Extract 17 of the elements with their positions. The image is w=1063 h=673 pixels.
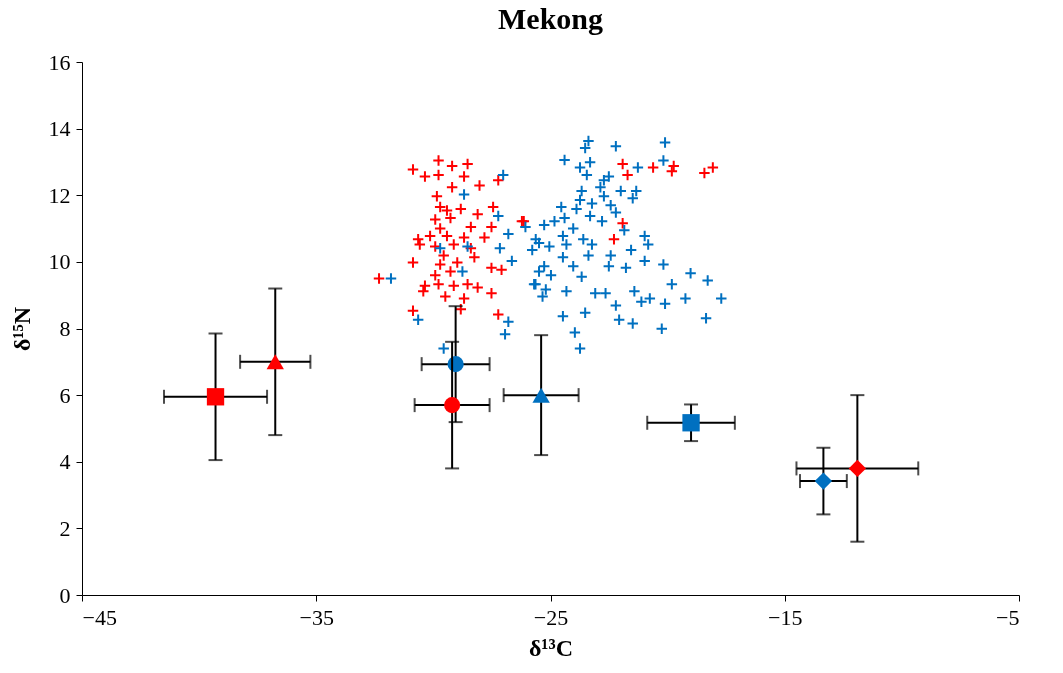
x-tick-label: −15	[768, 604, 803, 630]
y-tick-label: 14	[48, 116, 71, 142]
x-tick-label: −35	[299, 604, 334, 630]
y-tick-label: 8	[59, 316, 71, 341]
y-tick-label: 2	[59, 515, 71, 541]
y-tick-label: 10	[48, 249, 71, 275]
y-tick-label: 0	[59, 582, 71, 608]
y-tick-label: 6	[59, 382, 71, 408]
x-tick-label: −45	[82, 604, 117, 630]
y-tick-label: 12	[48, 182, 71, 208]
y-tick-label: 4	[59, 449, 71, 475]
y-axis-title: δ¹⁵N	[8, 306, 35, 352]
chart-title: Mekong	[498, 2, 603, 35]
x-tick-label: −5	[996, 604, 1020, 630]
x-tick-label: −25	[533, 604, 569, 630]
x-axis-title: δ¹³C	[528, 634, 574, 661]
y-tick-label: 16	[48, 49, 71, 75]
